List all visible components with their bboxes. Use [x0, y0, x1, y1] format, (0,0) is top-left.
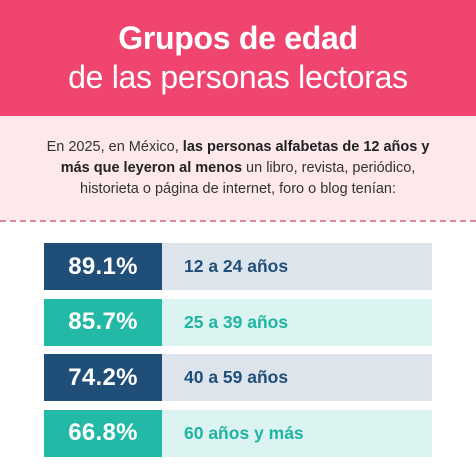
age-group-label: 40 a 59 años	[162, 354, 432, 401]
title-line-1: Grupos de edad	[118, 20, 358, 56]
age-group-label: 12 a 24 años	[162, 243, 432, 290]
intro-text-start: En 2025, en México,	[46, 138, 183, 155]
intro-text: En 2025, en México, las personas alfabet…	[40, 137, 436, 200]
age-group-label: 60 años y más	[162, 409, 432, 457]
intro-text-bold: las personas alfabetas de 12 años y más …	[60, 138, 430, 176]
age-group-row: 89.1% 12 a 24 años	[44, 243, 432, 290]
age-group-percent: 89.1%	[44, 243, 162, 290]
age-group-percent: 66.8%	[44, 409, 162, 457]
age-group-row: 66.8% 60 años y más	[44, 409, 432, 457]
title-line-2: de las personas lectoras	[68, 59, 408, 95]
age-group-label: 25 a 39 años	[162, 298, 432, 346]
intro-text-end: un libro, revista, periódico, historieta…	[80, 159, 416, 197]
dashed-divider	[0, 220, 476, 222]
age-group-row: 74.2% 40 a 59 años	[44, 354, 432, 401]
age-group-percent: 85.7%	[44, 298, 162, 346]
intro-section: En 2025, en México, las personas alfabet…	[0, 116, 476, 220]
age-group-row: 85.7% 25 a 39 años	[44, 298, 432, 346]
age-group-percent: 74.2%	[44, 354, 162, 401]
header-banner: Grupos de edad de las personas lectoras	[0, 0, 476, 116]
age-group-list: 89.1% 12 a 24 años 85.7% 25 a 39 años 74…	[44, 243, 432, 465]
